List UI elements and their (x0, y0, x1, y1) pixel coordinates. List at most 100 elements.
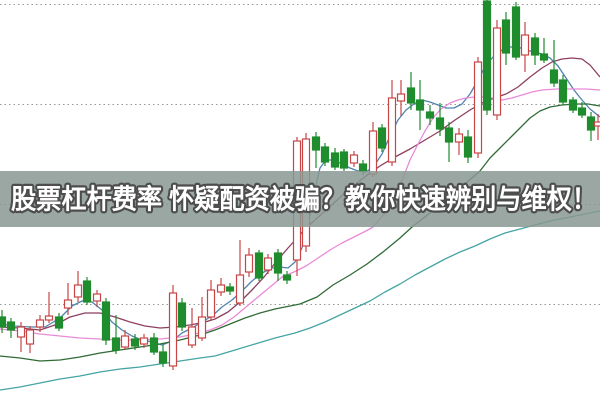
candle-down (6, 318, 16, 338)
candle-down (482, 0, 492, 115)
ma-pink (0, 88, 600, 341)
candle-body (206, 289, 216, 318)
candle-body (130, 338, 140, 347)
candle-up (244, 248, 254, 277)
candle-body (235, 274, 245, 304)
candle-down (549, 40, 559, 87)
candle-down (530, 33, 540, 65)
candle-body (586, 116, 596, 131)
candle-up (168, 285, 178, 370)
candle-body (358, 163, 368, 172)
candle-body (111, 337, 121, 351)
candle-down (330, 148, 340, 170)
candle-down (406, 72, 416, 110)
candle-down (0, 310, 7, 333)
candle-down (539, 38, 549, 63)
candle-body (349, 154, 359, 164)
candle-body (216, 284, 226, 293)
candle-up (197, 297, 207, 341)
candle-up (35, 315, 45, 332)
candle-down (225, 283, 235, 295)
candle-down (158, 345, 168, 367)
candle-body (177, 302, 187, 328)
candle-body (473, 61, 483, 154)
candle-down (82, 277, 92, 305)
candle-down (415, 80, 425, 130)
candle-body (73, 284, 83, 298)
candle-down (511, 2, 521, 60)
headline-text: 股票杠杆费率 怀疑配资被骗？教你快速辨别与维权！ (11, 184, 597, 215)
candle-down (320, 143, 330, 166)
candle-body (35, 319, 45, 328)
candle-up (263, 254, 273, 274)
candle-down (501, 12, 511, 65)
candle-body (92, 293, 102, 302)
candle-body (244, 254, 254, 273)
candle-body (435, 117, 445, 130)
candle-body (454, 133, 464, 143)
candle-body (549, 69, 559, 84)
candle-body (501, 19, 511, 54)
candle-body (54, 316, 64, 329)
candle-up (235, 240, 245, 306)
candle-up (216, 278, 226, 296)
candle-body (406, 87, 416, 104)
candle-down (111, 315, 121, 354)
candle-up (63, 283, 73, 315)
candle-body (149, 337, 159, 353)
candle-body (120, 335, 130, 348)
candle-body (492, 27, 502, 116)
candle-down (282, 271, 292, 284)
candle-down (130, 334, 140, 350)
candle-down (149, 333, 159, 355)
candle-body (44, 315, 54, 321)
candle-up (454, 128, 464, 155)
candle-down (377, 124, 387, 152)
candle-up (387, 80, 397, 166)
candle-up (16, 322, 26, 352)
candle-down (177, 298, 187, 331)
candle-body (82, 280, 92, 303)
candle-body (444, 127, 454, 143)
candle-down (444, 122, 454, 162)
candle-body (158, 351, 168, 364)
candle-up (473, 57, 483, 158)
candle-body (568, 99, 578, 111)
candles (0, 0, 600, 370)
candle-body (197, 316, 207, 339)
candle-up (492, 20, 502, 120)
candle-body (225, 286, 235, 292)
candle-body (593, 121, 600, 127)
candle-body (320, 146, 330, 163)
candle-body (425, 111, 435, 119)
candle-body (330, 152, 340, 168)
candle-down (311, 132, 321, 168)
candle-body (387, 97, 397, 163)
candle-down (435, 103, 445, 136)
candle-body (520, 34, 530, 56)
candle-body (139, 337, 149, 345)
candle-body (254, 252, 264, 279)
candle-down (558, 75, 568, 105)
candle-up (520, 22, 530, 72)
candle-body (282, 274, 292, 281)
candle-body (463, 136, 473, 158)
candle-down (339, 149, 349, 171)
candle-body (530, 37, 540, 56)
candle-body (273, 252, 283, 274)
candle-down (463, 130, 473, 163)
candle-body (396, 93, 406, 102)
candle-up (73, 271, 83, 302)
candle-up (92, 290, 102, 307)
ma-darkgreen (0, 103, 600, 362)
candle-up (120, 330, 130, 350)
candle-body (558, 79, 568, 103)
candle-body (101, 301, 111, 341)
candle-body (377, 127, 387, 149)
candle-body (16, 326, 26, 338)
candle-down (54, 313, 64, 331)
candle-down (273, 249, 283, 281)
candle-body (415, 99, 425, 111)
